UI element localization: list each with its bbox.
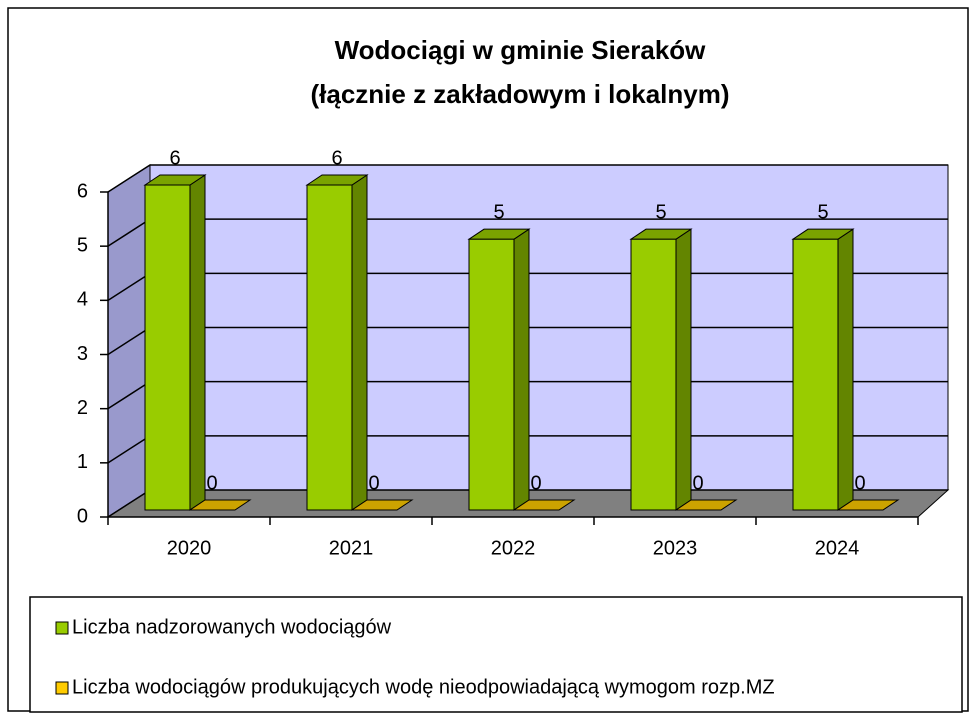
value-label: 6 xyxy=(169,147,180,169)
bar-top xyxy=(350,499,414,511)
bar xyxy=(188,499,252,511)
value-label: 5 xyxy=(493,201,504,223)
bar-front xyxy=(144,184,191,511)
bar xyxy=(143,174,207,511)
legend-swatch xyxy=(55,681,69,695)
bar xyxy=(305,174,369,511)
bar-side xyxy=(675,228,692,511)
bar-top xyxy=(305,174,369,186)
bar-top xyxy=(836,499,900,511)
bar xyxy=(674,499,738,511)
bar xyxy=(629,228,693,511)
value-label: 0 xyxy=(692,472,703,494)
value-label: 5 xyxy=(655,201,666,223)
bar-side xyxy=(837,228,854,511)
bar-top xyxy=(629,228,693,240)
x-tick-label: 2020 xyxy=(167,537,212,559)
chart-subtitle: (łącznie z zakładowym i lokalnym) xyxy=(310,79,729,109)
y-tick-label: 5 xyxy=(77,234,88,256)
bar-front xyxy=(306,184,353,511)
value-label: 5 xyxy=(817,201,828,223)
y-tick-label: 0 xyxy=(77,505,88,527)
bar-side xyxy=(513,228,530,511)
y-tick-label: 1 xyxy=(77,451,88,473)
y-tick-label: 4 xyxy=(77,289,88,311)
bar-front xyxy=(792,238,839,511)
bar-front xyxy=(630,238,677,511)
legend-label: Liczba nadzorowanych wodociągów xyxy=(72,616,392,638)
y-tick-label: 3 xyxy=(77,343,88,365)
grid-line xyxy=(107,164,948,193)
legend-box xyxy=(29,596,963,713)
bar-top xyxy=(674,499,738,511)
bar xyxy=(512,499,576,511)
bar xyxy=(350,499,414,511)
legend-swatch xyxy=(55,621,69,635)
bar-top xyxy=(188,499,252,511)
chart-title: Wodociągi w gminie Sieraków xyxy=(335,35,707,65)
bar-side xyxy=(351,174,368,511)
y-tick-label: 2 xyxy=(77,397,88,419)
x-tick-label: 2021 xyxy=(329,537,374,559)
legend-label: Liczba wodociągów produkujących wodę nie… xyxy=(72,676,775,698)
value-label: 0 xyxy=(530,472,541,494)
bar-side xyxy=(189,174,206,511)
value-label: 0 xyxy=(206,472,217,494)
bar-top xyxy=(512,499,576,511)
bar xyxy=(791,228,855,511)
bar xyxy=(836,499,900,511)
bar xyxy=(467,228,531,511)
x-tick-label: 2023 xyxy=(653,537,698,559)
bar-top xyxy=(143,174,207,186)
value-label: 6 xyxy=(331,147,342,169)
value-label: 0 xyxy=(854,472,865,494)
bar-top xyxy=(791,228,855,240)
x-tick-label: 2022 xyxy=(491,537,536,559)
bar-front xyxy=(468,238,515,511)
bar-top xyxy=(467,228,531,240)
value-label: 0 xyxy=(368,472,379,494)
x-tick-label: 2024 xyxy=(815,537,860,559)
y-tick-label: 6 xyxy=(77,180,88,202)
